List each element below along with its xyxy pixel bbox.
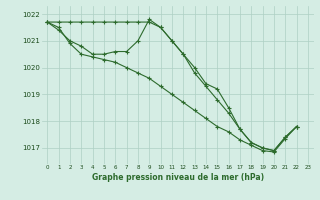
X-axis label: Graphe pression niveau de la mer (hPa): Graphe pression niveau de la mer (hPa) [92,173,264,182]
